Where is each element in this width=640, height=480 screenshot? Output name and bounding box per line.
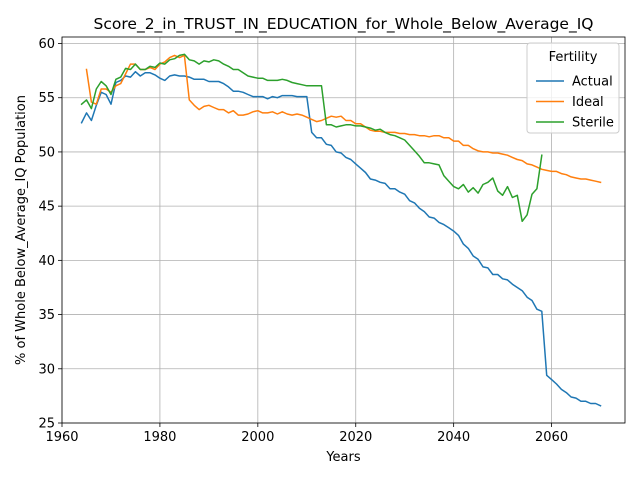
legend-label-sterile: Sterile <box>572 116 614 131</box>
y-tick-label: 30 <box>38 362 55 377</box>
y-tick-label: 35 <box>38 308 55 323</box>
y-tick-label: 50 <box>38 145 55 160</box>
y-axis-label: % of Whole Below_Average_IQ Population <box>14 95 29 365</box>
legend-title: Fertility <box>549 50 598 65</box>
x-tick-label: 2060 <box>535 430 568 445</box>
series-line-sterile <box>80 53 543 223</box>
legend-items: Actual Ideal Sterile <box>536 75 614 131</box>
y-tick-label: 40 <box>38 254 55 269</box>
x-tick-label: 2020 <box>339 430 372 445</box>
x-tick-label: 2040 <box>437 430 470 445</box>
x-tick-label: 2000 <box>241 430 274 445</box>
y-tick-label: 60 <box>38 37 55 52</box>
y-tick-label: 25 <box>38 417 55 432</box>
chart-title: Score_2_in_TRUST_IN_EDUCATION_for_Whole_… <box>94 15 594 34</box>
y-tick-label: 55 <box>38 91 55 106</box>
legend: Fertility Actual Ideal Sterile <box>526 42 620 134</box>
x-tick-label: 1960 <box>45 430 78 445</box>
x-axis-label: Years <box>325 450 361 465</box>
x-axis-ticks: 1960 1980 2000 2020 2040 2060 <box>45 423 568 445</box>
series-line-ideal <box>85 54 602 184</box>
y-tick-label: 45 <box>38 200 55 215</box>
plot-lines <box>80 53 602 407</box>
x-tick-label: 1980 <box>143 430 176 445</box>
plot-area-frame <box>61 36 626 424</box>
series-line-actual <box>80 70 602 407</box>
y-axis-ticks: 25 30 35 40 45 50 55 60 <box>38 37 62 432</box>
grid <box>61 37 625 424</box>
legend-label-ideal: Ideal <box>572 95 604 110</box>
legend-label-actual: Actual <box>572 75 613 90</box>
legend-box <box>526 42 620 134</box>
